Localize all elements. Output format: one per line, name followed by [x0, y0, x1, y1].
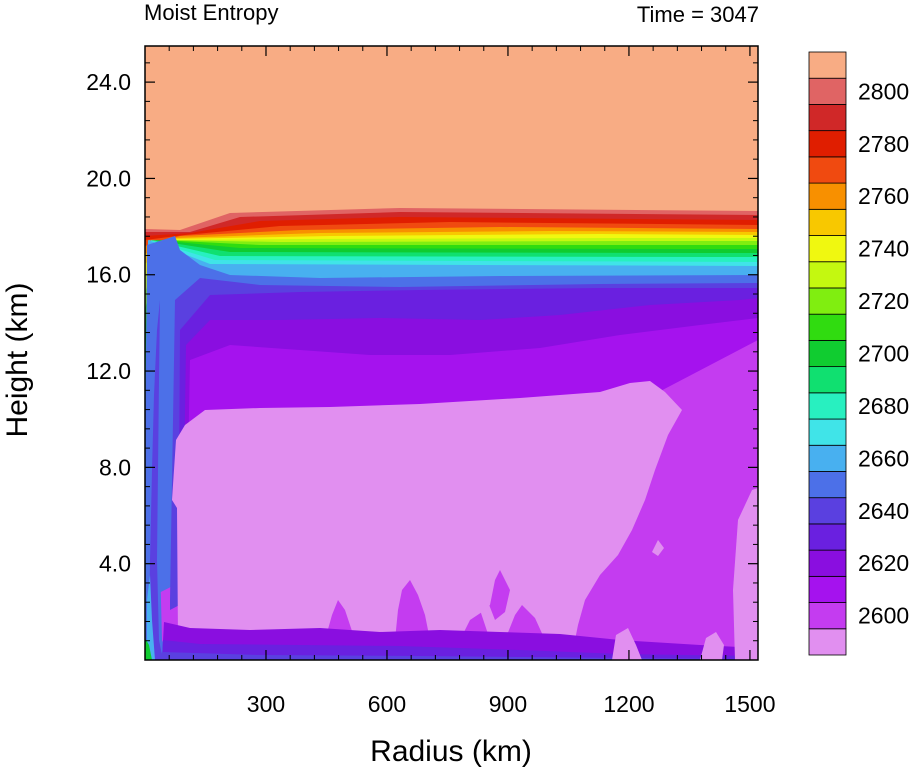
colorbar-swatch: [808, 339, 847, 368]
chart-title-left: Moist Entropy: [144, 0, 279, 25]
colorbar-label: 2800: [858, 78, 909, 104]
colorbar-swatch: [808, 392, 847, 420]
colorbar-swatch: [808, 287, 847, 315]
colorbar-swatch: [808, 628, 847, 656]
colorbar-label: 2680: [858, 393, 909, 419]
colorbar-label: 2780: [858, 131, 909, 157]
colorbar-swatch: [808, 235, 847, 263]
y-tick-label: 8.0: [99, 454, 131, 480]
y-tick-label: 20.0: [86, 165, 131, 191]
contour-boundary-layer-2630: [160, 652, 758, 660]
colorbar-label: 2700: [858, 341, 909, 367]
x-tick-label: 600: [368, 691, 406, 717]
colorbar-swatch: [808, 208, 847, 236]
chart-title-right: Time = 3047: [636, 2, 759, 27]
colorbar-swatch: [808, 497, 847, 525]
colorbar-label: 2640: [858, 498, 909, 524]
y-tick-label: 24.0: [86, 69, 131, 95]
contour-eyewall-core: [147, 575, 155, 660]
x-tick-label: 1500: [724, 691, 775, 717]
colorbar-swatch: [808, 156, 847, 184]
contour-patch-3: [652, 540, 664, 556]
contour-fill-core: [172, 381, 682, 640]
colorbar-swatch: [808, 523, 847, 551]
colorbar-swatch: [808, 418, 847, 446]
contour-fill-stratosphere: [145, 46, 758, 233]
axes-labels: 300 600 900 1200 1500 4.0 8.0 12.0 16.0 20.0 24.0: [86, 69, 775, 717]
colorbar-swatch: [808, 130, 847, 158]
colorbar-swatch: [808, 77, 847, 105]
contour-eyewall-inner: [149, 300, 163, 660]
x-tick-label: 300: [247, 691, 285, 717]
y-tick-label: 12.0: [86, 358, 131, 384]
colorbar-label: 2620: [858, 550, 909, 576]
colorbar-swatch: [808, 261, 847, 289]
colorbar-label: 2720: [858, 288, 909, 314]
contour-boundary-layer-2620: [162, 640, 758, 660]
contour-patch-4: [700, 632, 724, 660]
colorbar-swatch: [808, 51, 847, 79]
y-tick-label: 16.0: [86, 262, 131, 288]
colorbar-swatch: [808, 471, 847, 499]
colorbar-swatch: [808, 602, 847, 630]
colorbar: 2600 2620 2640 2660 2680 2700 2720 2740 2760 2780…: [808, 51, 909, 656]
colorbar-swatch: [808, 313, 847, 341]
colorbar-label: 2600: [858, 603, 909, 629]
colorbar-swatch: [808, 575, 847, 603]
colorbar-swatch: [808, 549, 847, 577]
colorbar-swatch: [808, 366, 847, 394]
contour-patch-2: [612, 628, 642, 660]
colorbar-label: 2760: [858, 183, 909, 209]
colorbar-label: 2660: [858, 445, 909, 471]
colorbar-swatch: [808, 104, 847, 132]
contour-patch-1: [733, 488, 758, 660]
plot-border: [144, 45, 759, 661]
plot-area: [145, 46, 758, 660]
y-tick-label: 4.0: [99, 551, 131, 577]
contour-eyewall-green: [145, 638, 152, 660]
axes-ticks: [145, 46, 758, 660]
colorbar-label: 2740: [858, 236, 909, 262]
x-tick-label: 900: [489, 691, 527, 717]
colorbar-swatch: [808, 444, 847, 472]
colorbar-swatch: [808, 182, 847, 210]
x-axis-label: Radius (km): [370, 735, 532, 768]
x-tick-label: 1200: [603, 691, 654, 717]
